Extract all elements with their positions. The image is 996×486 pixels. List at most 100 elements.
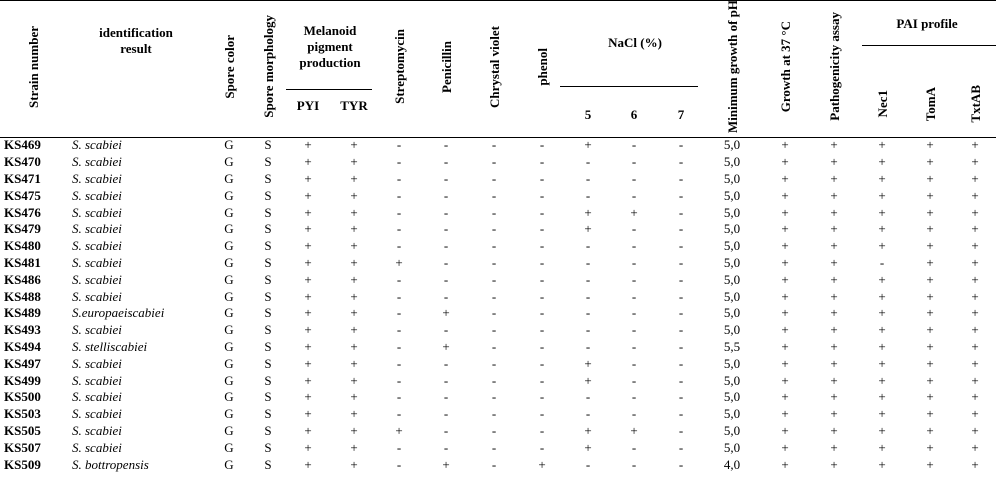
cell-strain-number: KS503 (4, 406, 41, 422)
cell-nacl-7: - (678, 204, 684, 220)
cell-penicillin: + (442, 305, 450, 321)
cell-nacl-7: - (678, 154, 684, 170)
pai-subheader-rule (862, 45, 996, 46)
cell-phenol: + (538, 456, 546, 472)
cell-growth-37: + (781, 288, 789, 304)
cell-nec1: + (878, 456, 886, 472)
cell-penicillin: - (443, 137, 449, 153)
cell-pathogenicity: + (830, 305, 838, 321)
cell-spore-morphology: S (264, 187, 272, 203)
cell-nacl-6: - (631, 221, 637, 237)
cell-nacl-5: - (585, 322, 591, 338)
cell-toma: + (926, 187, 934, 203)
cell-nacl-6: - (631, 305, 637, 321)
cell-streptomycin: - (396, 305, 402, 321)
strain-results-table: Strain number identification result Spor… (0, 0, 996, 472)
cell-minimum-ph: 5,0 (723, 154, 741, 170)
header-nacl-5: 5 (584, 107, 592, 122)
cell-nec1: + (878, 238, 886, 254)
cell-nec1: + (878, 154, 886, 170)
cell-nacl-6: - (631, 338, 637, 354)
cell-spore-morphology: S (264, 171, 272, 186)
cell-txtab: + (971, 422, 979, 438)
cell-toma: + (926, 305, 934, 321)
cell-txtab: + (971, 338, 979, 354)
cell-toma: + (926, 271, 934, 287)
cell-pyi: + (304, 439, 312, 455)
cell-tyr: + (350, 154, 358, 170)
table-row: KS481 S. scabiei G S + + + - - - - - - 5,0 + + - + + (0, 255, 996, 272)
cell-nacl-7: - (678, 338, 684, 354)
cell-penicillin: - (443, 204, 449, 220)
cell-growth-37: + (781, 406, 789, 422)
cell-crystal-violet: - (491, 406, 497, 422)
cell-pyi: + (304, 456, 312, 472)
cell-tyr: + (350, 389, 358, 405)
cell-nec1: + (878, 355, 886, 371)
cell-phenol: - (539, 305, 545, 321)
header-strain-number: Strain number (25, 25, 41, 108)
cell-pathogenicity: + (830, 322, 838, 338)
cell-penicillin: - (443, 439, 449, 455)
cell-pathogenicity: + (830, 355, 838, 371)
cell-phenol: - (539, 221, 545, 237)
table-row: KS475 S. scabiei G S + + - - - - - - - 5,0 + + + + + (0, 187, 996, 204)
cell-penicillin: - (443, 322, 449, 338)
header-nec1: Nec1 (874, 90, 890, 118)
cell-tyr: + (350, 221, 358, 237)
cell-tyr: + (350, 187, 358, 203)
cell-spore-morphology: S (264, 254, 272, 270)
cell-strain-number: KS469 (4, 137, 41, 153)
cell-toma: + (926, 439, 934, 455)
cell-nacl-5: + (584, 422, 592, 438)
cell-phenol: - (539, 406, 545, 422)
cell-growth-37: + (781, 137, 789, 153)
cell-strain-number: KS488 (4, 288, 41, 304)
cell-minimum-ph: 5,0 (723, 187, 741, 203)
cell-nacl-5: - (585, 171, 591, 186)
cell-growth-37: + (781, 204, 789, 220)
table-row: KS480 S. scabiei G S + + - - - - - - - 5,0 + + + + + (0, 238, 996, 255)
cell-penicillin: - (443, 171, 449, 186)
cell-streptomycin: - (396, 137, 402, 153)
cell-growth-37: + (781, 305, 789, 321)
cell-identification: S. scabiei (72, 204, 122, 220)
cell-nacl-5: + (584, 204, 592, 220)
cell-minimum-ph: 5,5 (723, 338, 741, 354)
cell-toma: + (926, 372, 934, 388)
cell-nacl-7: - (678, 271, 684, 287)
cell-pathogenicity: + (830, 389, 838, 405)
cell-pathogenicity: + (830, 422, 838, 438)
cell-identification: S.europaeiscabiei (72, 305, 165, 321)
cell-nacl-7: - (678, 422, 684, 438)
cell-txtab: + (971, 221, 979, 237)
header-melanoid-pigment: Melanoid pigment production (299, 23, 361, 70)
cell-nacl-6: - (631, 271, 637, 287)
cell-strain-number: KS476 (4, 204, 41, 220)
cell-streptomycin: - (396, 154, 402, 170)
cell-spore-morphology: S (264, 338, 272, 354)
cell-crystal-violet: - (491, 389, 497, 405)
header-tyr: TYR (340, 98, 368, 113)
cell-toma: + (926, 238, 934, 254)
cell-crystal-violet: - (491, 372, 497, 388)
cell-txtab: + (971, 322, 979, 338)
cell-spore-morphology: S (264, 221, 272, 237)
header-identification-result: identification result (99, 25, 173, 56)
cell-spore-morphology: S (264, 154, 272, 170)
cell-identification: S. scabiei (72, 171, 122, 186)
table-row: KS489 S.europaeiscabiei G S + + - + - - - - - 5,0 + + + +… (0, 305, 996, 322)
header-pai-profile: PAI profile (896, 16, 958, 31)
table-row: KS476 S. scabiei G S + + - - - - + + - 5,0 + + + + + (0, 204, 996, 221)
cell-crystal-violet: - (491, 305, 497, 321)
cell-pyi: + (304, 389, 312, 405)
cell-minimum-ph: 5,0 (723, 137, 741, 153)
cell-spore-color: G (224, 204, 234, 220)
cell-streptomycin: - (396, 355, 402, 371)
cell-crystal-violet: - (491, 338, 497, 354)
cell-streptomycin: - (396, 288, 402, 304)
header-bottom-rule (0, 137, 996, 138)
cell-pyi: + (304, 221, 312, 237)
cell-spore-color: G (224, 372, 234, 388)
cell-spore-color: G (224, 288, 234, 304)
